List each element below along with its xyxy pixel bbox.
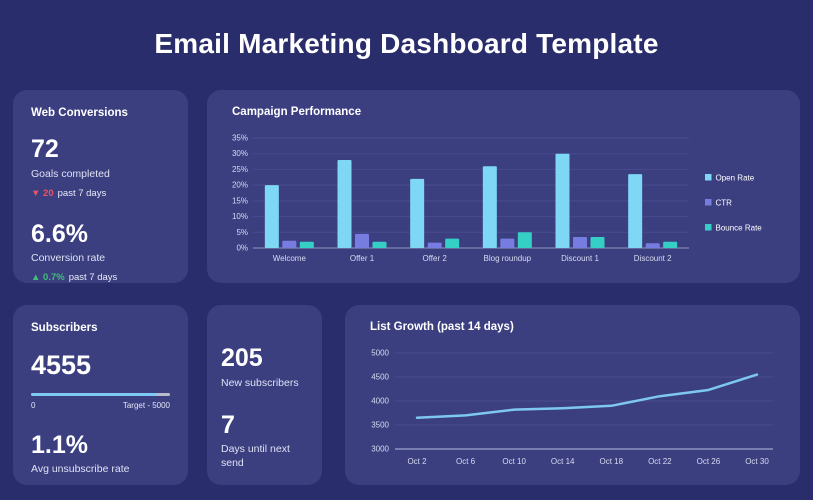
tick-label: Oct 14 xyxy=(551,457,575,466)
list-growth-card: List Growth (past 14 days) 3000 3500 4000 4… xyxy=(345,305,800,485)
tick-label: Oct 30 xyxy=(745,457,769,466)
tick-label: Offer 1 xyxy=(350,254,375,263)
bar-ctr xyxy=(573,237,587,248)
legend-label: CTR xyxy=(716,199,733,208)
bar-bounce-rate xyxy=(663,241,678,248)
tick-label: Oct 18 xyxy=(599,457,623,466)
rate-delta-suffix: past 7 days xyxy=(68,272,118,284)
tick-label: 3500 xyxy=(371,421,389,430)
tick-label: Oct 6 xyxy=(456,457,476,466)
subscriber-progress-bar xyxy=(31,392,170,396)
subscribers-title: Subscribers xyxy=(31,322,98,334)
bar-bounce-rate xyxy=(299,241,314,248)
conversion-rate-label: Conversion rate xyxy=(31,252,106,265)
conversion-rate-delta: ▲ 0.7% past 7 days xyxy=(31,272,170,283)
bar-ctr xyxy=(355,233,369,248)
tick-label: 5% xyxy=(236,228,248,237)
bar-open-rate xyxy=(410,178,425,248)
bar-open-rate xyxy=(555,153,570,248)
days-until-send-label: Days until next send xyxy=(221,443,290,470)
tick-label: Discount 2 xyxy=(634,254,672,263)
progress-labels: 0 Target - 5000 xyxy=(31,401,170,410)
tick-label: 30% xyxy=(232,149,248,158)
legend-label: Bounce Rate xyxy=(716,224,763,233)
tick-label: 4000 xyxy=(371,397,389,406)
bar-bounce-rate xyxy=(517,232,532,248)
tick-label: 35% xyxy=(232,134,248,143)
tick-label: 5000 xyxy=(371,349,389,358)
goals-completed-value: 72 xyxy=(31,135,59,163)
tick-label: 4500 xyxy=(371,373,389,382)
rate-delta-value: 0.7% xyxy=(43,272,65,284)
tick-label: 3000 xyxy=(371,445,389,454)
campaign-performance-title: Campaign Performance xyxy=(232,106,362,118)
unsubscribe-rate-value: 1.1% xyxy=(31,430,88,459)
bar-ctr xyxy=(427,242,442,248)
legend-swatch xyxy=(705,224,712,231)
bar-ctr xyxy=(500,238,515,248)
bar-ctr xyxy=(282,240,297,248)
list-growth-line-chart: 3000 3500 4000 4500 5000 Oct 2 Oct 6 Oct 10 Oct … xyxy=(371,349,773,466)
tick-label: 0% xyxy=(236,244,248,253)
bar-bounce-rate xyxy=(590,237,605,248)
campaign-performance-bar-chart: 0% 5% 10% 15% 20% 25% 30% 35% Welcome Offer 1 Offe… xyxy=(232,134,763,264)
tick-label: Oct 10 xyxy=(502,457,526,466)
legend-label: Open Rate xyxy=(716,174,755,183)
tick-label: 25% xyxy=(232,165,248,174)
goals-completed-label: Goals completed xyxy=(31,167,110,180)
subscriber-progress-fill xyxy=(31,392,158,396)
legend-swatch xyxy=(705,199,712,206)
progress-min-label: 0 xyxy=(31,400,36,410)
tick-label: Oct 22 xyxy=(648,457,672,466)
days-until-send-value: 7 xyxy=(221,410,235,439)
web-conversions-card: Web Conversions 72 Goals completed ▼ 20 p… xyxy=(13,90,188,283)
tick-label: 15% xyxy=(232,196,248,205)
conversion-rate-value: 6.6% xyxy=(31,219,88,248)
tick-label: Offer 2 xyxy=(423,254,448,263)
list-growth-title: List Growth (past 14 days) xyxy=(370,321,514,333)
page-header: Email Marketing Dashboard Template xyxy=(0,0,813,88)
bar-bounce-rate xyxy=(372,241,387,248)
subscribers-card: Subscribers 4555 0 Target - 5000 1.1% Av… xyxy=(13,305,188,485)
tick-label: Blog roundup xyxy=(484,254,532,263)
tick-label: Welcome xyxy=(273,254,307,263)
bar-open-rate xyxy=(337,160,352,248)
triangle-down-icon: ▼ xyxy=(31,187,41,199)
tick-label: Oct 2 xyxy=(407,457,427,466)
bar-ctr xyxy=(645,243,660,248)
goals-delta: ▼ 20 past 7 days xyxy=(31,188,170,199)
triangle-up-icon: ▲ xyxy=(31,272,41,284)
bar-open-rate xyxy=(628,174,643,248)
goals-delta-suffix: past 7 days xyxy=(57,187,107,199)
tick-label: 10% xyxy=(232,212,248,221)
bar-bounce-rate xyxy=(445,238,460,248)
campaign-performance-card: Campaign Performance 0% 5% 10% 15% 20% 25% 30%… xyxy=(207,90,800,283)
subscribers-count: 4555 xyxy=(31,350,92,380)
tick-label: Oct 26 xyxy=(697,457,721,466)
new-subscribers-label: New subscribers xyxy=(221,376,299,389)
tick-label: Discount 1 xyxy=(561,254,599,263)
bar-open-rate xyxy=(482,166,497,248)
legend-swatch xyxy=(705,174,712,181)
tick-label: 20% xyxy=(232,181,248,190)
growth-line xyxy=(415,373,759,420)
page-title: Email Marketing Dashboard Template xyxy=(154,28,659,59)
new-subscribers-value: 205 xyxy=(221,344,263,372)
bar-open-rate xyxy=(264,185,279,248)
web-conversions-title: Web Conversions xyxy=(31,107,128,119)
quick-stats-card: 205 New subscribers 7 Days until next se… xyxy=(207,305,322,485)
unsubscribe-rate-label: Avg unsubscribe rate xyxy=(31,463,130,476)
progress-target-label: Target - 5000 xyxy=(122,400,170,410)
goals-delta-value: 20 xyxy=(43,187,54,199)
